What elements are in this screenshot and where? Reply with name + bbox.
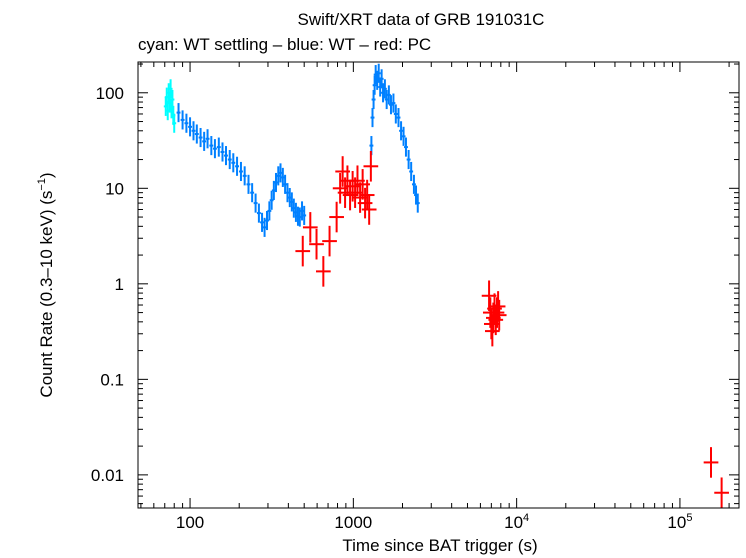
y-axis-label-sup: −1 bbox=[36, 178, 48, 191]
x-tick-label-exponent: 4 bbox=[523, 512, 529, 524]
series-wt-settling bbox=[163, 79, 177, 133]
y-tick-label: 10 bbox=[105, 179, 124, 198]
x-tick-label: 104 bbox=[504, 512, 529, 532]
y-tick-label: 1 bbox=[115, 275, 124, 294]
x-axis-label: Time since BAT trigger (s) bbox=[342, 536, 537, 555]
x-tick-label: 105 bbox=[667, 512, 692, 532]
y-axis-label: Count Rate (0.3–10 keV) (s−1) bbox=[36, 172, 56, 397]
y-tick-label: 100 bbox=[96, 84, 124, 103]
y-tick-label: 0.1 bbox=[100, 370, 124, 389]
y-axis-label-end: ) bbox=[37, 172, 56, 178]
series-wt bbox=[176, 63, 420, 237]
chart-title: Swift/XRT data of GRB 191031C bbox=[298, 10, 545, 29]
x-tick-label-base: 10 bbox=[504, 513, 523, 532]
x-tick-label: 100 bbox=[176, 513, 204, 532]
x-tick-label-base: 10 bbox=[667, 513, 686, 532]
y-axis-label-main: Count Rate (0.3–10 keV) (s bbox=[37, 191, 56, 398]
plot-frame bbox=[137, 61, 740, 509]
x-tick-label: 1000 bbox=[334, 513, 372, 532]
series-pc bbox=[295, 151, 729, 509]
y-tick-label: 0.01 bbox=[91, 466, 124, 485]
chart-subtitle: cyan: WT settling – blue: WT – red: PC bbox=[138, 35, 431, 54]
data-points-layer bbox=[163, 63, 729, 509]
x-tick-label-exponent: 5 bbox=[686, 512, 692, 524]
